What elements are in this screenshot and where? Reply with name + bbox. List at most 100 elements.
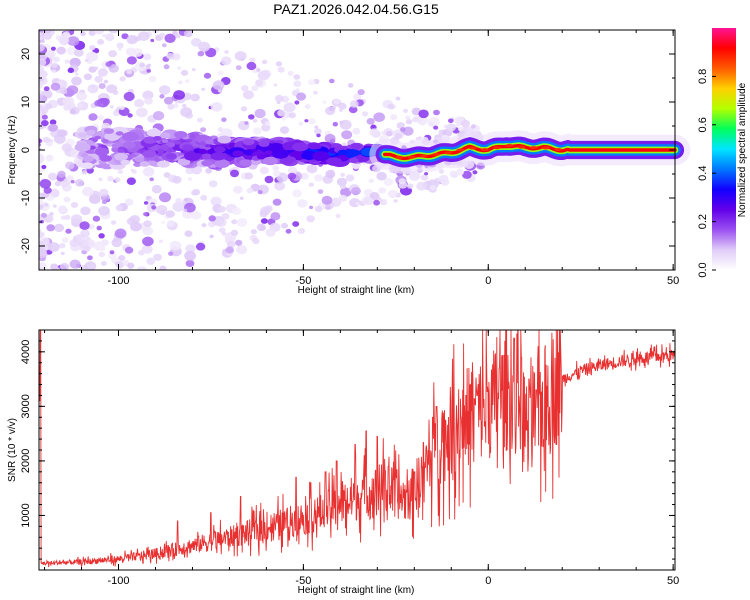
noise-blob [88,113,98,121]
signal-blob [121,131,139,142]
noise-blob [387,103,395,110]
noise-blob [287,166,298,175]
noise-blob [69,239,80,248]
spectrogram-blobs [39,30,485,270]
noise-blob [416,115,429,126]
noise-blob [105,33,115,41]
noise-blob [210,102,223,112]
noise-blob [98,206,110,216]
noise-blob [175,198,182,204]
noise-blob [376,171,387,181]
signal-blob [114,152,128,161]
noise-blob [438,175,449,184]
signal-blob [86,129,96,136]
snr-ylabel: SNR (10 * v/v) [7,418,18,482]
noise-blob [230,169,239,178]
noise-blob [226,240,236,248]
noise-blob [191,95,198,101]
noise-blob [80,229,90,238]
noise-blob [420,174,429,181]
noise-blob [159,32,166,38]
noise-blob [126,34,138,45]
noise-blob [116,42,124,49]
noise-blob [313,90,318,95]
noise-blob [233,185,243,194]
noise-blob [172,30,178,36]
noise-blob [339,183,347,189]
noise-blob [159,265,167,270]
signal-blob [135,157,145,163]
noise-blob [127,113,133,118]
noise-blob [265,228,276,237]
noise-blob [387,189,398,199]
y-tick-label: 20 [20,48,32,60]
noise-blob [259,166,269,175]
noise-blob [198,41,211,52]
spectrogram-ylabel: Frequency (Hz) [7,116,18,185]
noise-blob [472,170,478,175]
noise-blob [153,111,165,121]
noise-blob [70,202,79,208]
signal-blob [214,159,230,168]
noise-blob [39,52,48,61]
noise-blob [158,239,163,243]
noise-blob [279,126,290,134]
x-tick-label: 0 [485,575,491,587]
noise-blob [49,119,57,125]
noise-blob [322,100,327,104]
signal-blob [99,155,112,162]
noise-blob [285,228,292,234]
noise-blob [59,243,66,249]
noise-blob [232,207,242,215]
noise-blob [155,204,168,215]
noise-blob [184,230,193,237]
noise-blob [217,70,224,76]
noise-blob [115,261,125,269]
noise-blob [56,46,66,55]
noise-blob [173,90,186,100]
noise-blob [50,263,59,270]
noise-blob [396,122,405,129]
noise-blob [142,236,154,247]
noise-blob [424,172,429,176]
snr-xlabel: Height of straight line (km) [298,585,415,596]
noise-blob [39,84,43,89]
noise-blob [105,61,112,67]
noise-blob [124,198,134,206]
noise-blob [292,189,302,198]
noise-blob [159,94,165,99]
noise-blob [84,261,97,270]
noise-blob [114,228,127,239]
noise-blob [82,186,94,197]
noise-blob [308,79,316,86]
signal-blob [239,159,252,167]
noise-blob [109,105,114,109]
noise-blob [293,74,301,80]
signal-blob [189,134,196,139]
noise-blob [239,196,244,200]
noise-blob [180,107,193,118]
noise-blob [288,112,296,119]
colorbar-tick-label: 0.8 [697,69,709,84]
noise-blob [377,197,382,201]
noise-blob [373,199,380,206]
noise-blob [39,70,48,78]
noise-blob [240,106,247,112]
signal-blob [198,148,207,154]
noise-blob [309,205,314,210]
signal-blob [210,152,226,161]
hot-spot [456,148,465,152]
noise-blob [166,52,175,60]
noise-blob [221,231,227,236]
noise-blob [44,203,48,207]
noise-blob [314,205,323,213]
noise-blob [259,210,268,218]
noise-blob [93,30,104,35]
noise-blob [70,180,75,184]
noise-blob [86,51,98,62]
noise-blob [143,220,152,228]
signal-blob [115,131,124,136]
noise-blob [405,115,411,120]
noise-blob [146,257,156,265]
noise-blob [48,172,58,181]
